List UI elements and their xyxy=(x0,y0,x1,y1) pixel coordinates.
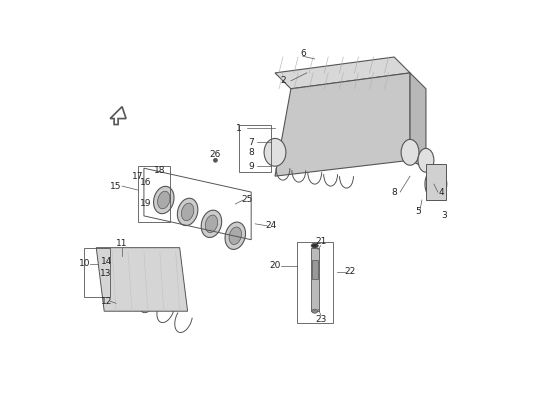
Ellipse shape xyxy=(177,198,198,226)
Text: 6: 6 xyxy=(300,48,306,58)
Ellipse shape xyxy=(311,243,318,248)
Text: 9: 9 xyxy=(248,162,254,171)
Text: 2: 2 xyxy=(280,76,286,85)
Ellipse shape xyxy=(225,222,245,250)
Ellipse shape xyxy=(201,210,222,238)
Text: 22: 22 xyxy=(345,267,356,276)
Text: 13: 13 xyxy=(101,269,112,278)
Text: 19: 19 xyxy=(140,200,152,208)
Ellipse shape xyxy=(425,168,447,200)
Text: 24: 24 xyxy=(266,221,277,230)
Text: 4: 4 xyxy=(439,188,444,196)
Polygon shape xyxy=(275,57,410,89)
Text: 20: 20 xyxy=(270,261,280,270)
Polygon shape xyxy=(410,73,426,168)
Text: 8: 8 xyxy=(248,148,254,157)
Text: 14: 14 xyxy=(101,257,112,266)
Bar xyxy=(426,164,446,200)
Ellipse shape xyxy=(401,140,419,165)
Ellipse shape xyxy=(158,191,170,209)
Text: 7: 7 xyxy=(248,138,254,147)
Polygon shape xyxy=(275,73,410,176)
Text: 3: 3 xyxy=(441,211,447,220)
Ellipse shape xyxy=(418,148,434,172)
Ellipse shape xyxy=(213,158,217,162)
Text: 15: 15 xyxy=(111,182,122,190)
Text: 26: 26 xyxy=(210,150,221,159)
Ellipse shape xyxy=(229,227,241,244)
Text: 21: 21 xyxy=(315,237,326,246)
Text: 12: 12 xyxy=(101,297,112,306)
Ellipse shape xyxy=(264,138,286,166)
Text: 16: 16 xyxy=(140,178,152,187)
Text: 1: 1 xyxy=(236,124,242,133)
Ellipse shape xyxy=(182,203,194,221)
Text: 10: 10 xyxy=(79,259,90,268)
Bar xyxy=(311,248,318,311)
Text: 17: 17 xyxy=(132,172,144,181)
Bar xyxy=(312,260,317,280)
Polygon shape xyxy=(96,248,188,311)
Ellipse shape xyxy=(312,309,318,313)
Ellipse shape xyxy=(153,186,174,214)
Text: 23: 23 xyxy=(315,315,326,324)
Text: 5: 5 xyxy=(415,208,421,216)
Text: 25: 25 xyxy=(241,196,253,204)
Ellipse shape xyxy=(205,215,218,233)
Text: 18: 18 xyxy=(154,166,166,175)
Text: 11: 11 xyxy=(116,239,128,248)
Text: 8: 8 xyxy=(391,188,397,196)
